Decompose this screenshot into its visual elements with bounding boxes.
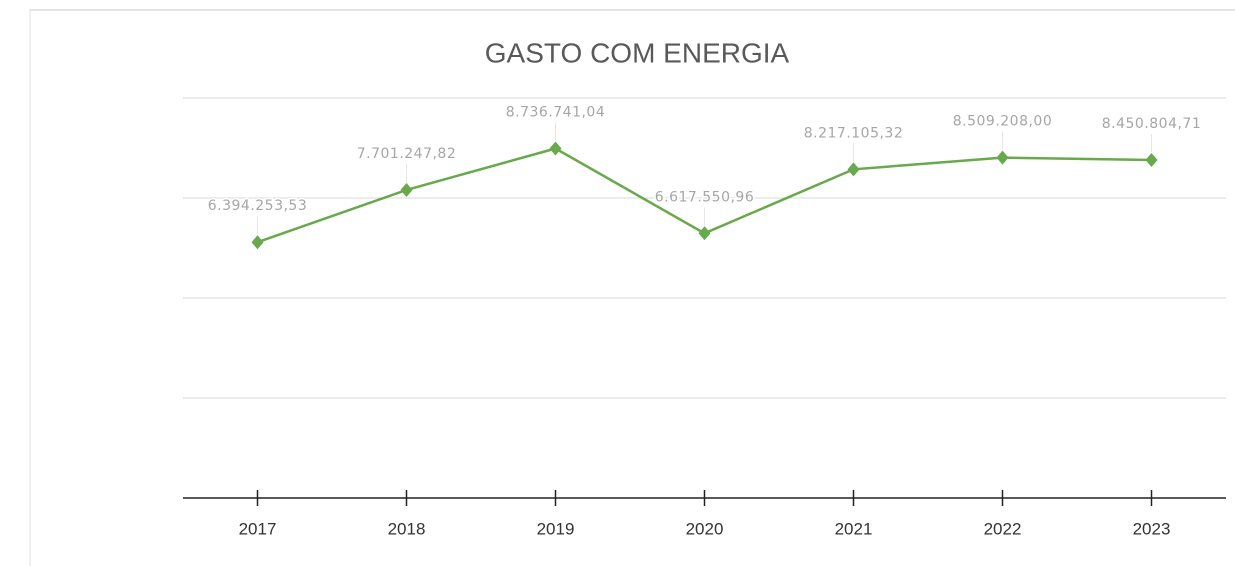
x-tick-label: 2021 xyxy=(835,519,873,538)
point xyxy=(847,162,860,177)
data-label: 8.217.105,32 xyxy=(804,125,904,141)
x-tick-label: 2019 xyxy=(537,519,575,538)
x-tick-label: 2023 xyxy=(1133,519,1171,538)
point xyxy=(549,141,562,156)
x-tick-label: 2017 xyxy=(239,519,277,538)
data-label: 8.509.208,00 xyxy=(953,114,1053,130)
x-tick-label: 2018 xyxy=(388,519,426,538)
data-label: 8.736.741,04 xyxy=(506,105,606,121)
data-label: 8.450.804,71 xyxy=(1102,116,1202,132)
x-tick-label: 2020 xyxy=(686,519,724,538)
data-label: 6.617.550,96 xyxy=(655,189,755,205)
point xyxy=(251,235,264,250)
data-label: 6.394.253,53 xyxy=(208,198,308,214)
point xyxy=(996,150,1009,165)
point xyxy=(400,182,413,197)
chart-title: GASTO COM ENERGIA xyxy=(485,37,790,68)
point xyxy=(1145,152,1158,167)
data-label: 7.701.247,82 xyxy=(357,146,457,162)
x-tick-label: 2022 xyxy=(984,519,1022,538)
point xyxy=(698,226,711,241)
